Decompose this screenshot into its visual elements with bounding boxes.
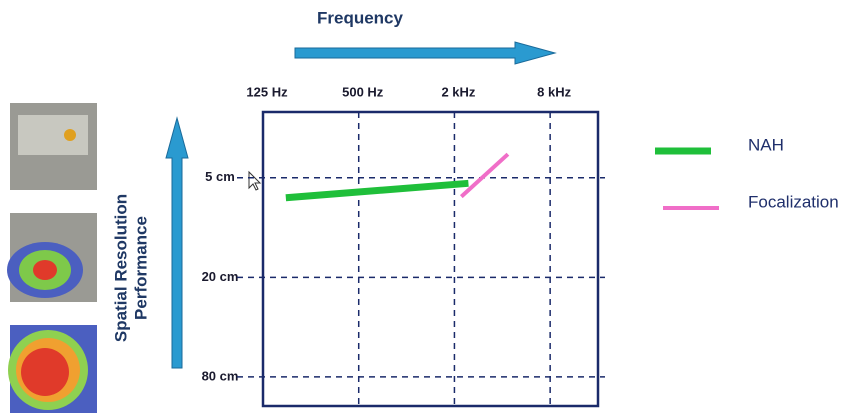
x-tick-label: 8 kHz [537,84,571,99]
y-tick-label: 5 cm [205,169,235,184]
y-tick-label: 80 cm [202,368,239,383]
y-tick-label: 20 cm [202,269,239,284]
x-tick-label: 125 Hz [246,84,288,99]
photo-heat [21,348,69,396]
photo-heat [33,260,57,280]
y-axis-title-line: Spatial Resolution [111,194,130,342]
chart-title: Frequency [317,8,404,27]
plot-frame [261,110,600,408]
series-line [285,179,469,202]
legend-label: NAH [748,135,784,154]
series-line [459,152,510,199]
legend-label: Focalization [748,192,839,211]
photo-detail [18,115,88,155]
resolution-arrow [165,116,189,369]
photo-hotspot [64,129,76,141]
y-axis-title-line: Performance [131,216,150,320]
frequency-arrow [294,41,557,65]
y-axis-title: Spatial Resolution Performance [111,194,150,342]
x-tick-label: 500 Hz [342,84,384,99]
cursor [248,170,262,191]
x-tick-label: 2 kHz [441,84,475,99]
photo-column [7,103,97,413]
